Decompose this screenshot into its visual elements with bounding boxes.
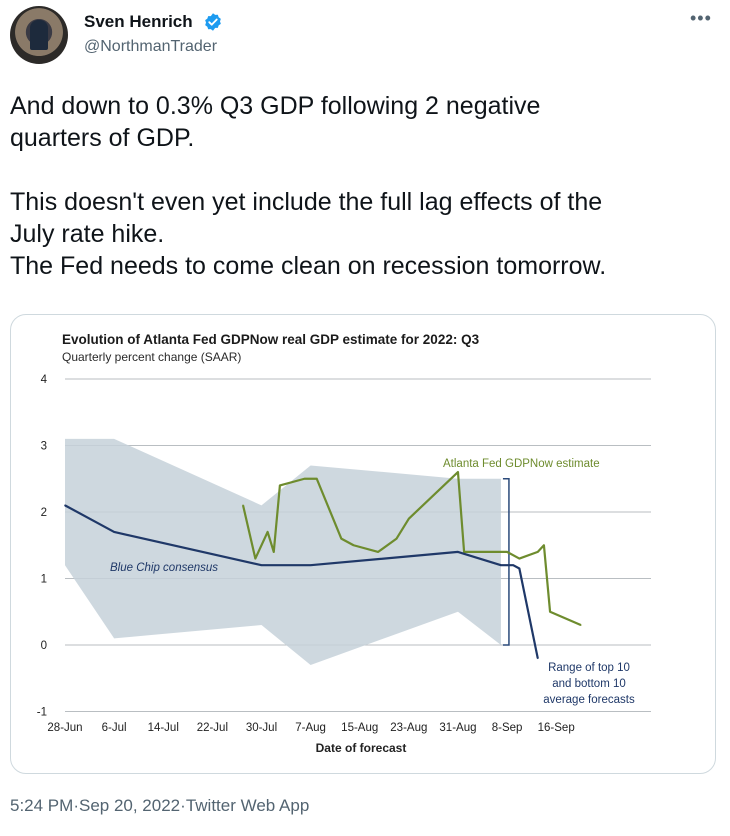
bluechip-point [113,531,115,533]
x-tick-label: 16-Sep [538,722,575,734]
meta-separator: · [180,796,186,815]
x-tick-label: 31-Aug [439,722,476,734]
gdp-chart: -1 0 1 2 3 4 Atlanta Fed GDPNow estimate Blue C… [37,374,651,755]
tweet-source[interactable]: Twitter Web App [185,796,310,815]
gdpnow-point [518,557,521,560]
verified-badge-icon [205,13,221,31]
bluechip-point [64,504,66,507]
x-tick-label: 23-Aug [390,722,427,734]
tweet-time[interactable]: 5:24 PM [10,796,74,815]
x-tick-label: 14-Jul [148,722,179,734]
gdpnow-point [549,610,551,613]
x-tick-label: 7-Aug [295,722,326,734]
bluechip-point [518,567,521,570]
gdpnow-label: Atlanta Fed GDPNow estimate [443,458,600,470]
bluechip-point [260,564,263,566]
gdpnow-point [463,551,465,553]
gdpnow-point [340,537,343,540]
gdpnow-point [536,551,539,553]
gdpnow-point [242,504,244,507]
tweet-line [10,154,720,186]
y-tick-label: 0 [41,640,47,652]
chart-title: Evolution of Atlanta Fed GDPNow real GDP… [62,332,480,347]
more-options-icon[interactable]: ••• [690,8,712,28]
gdpnow-point [303,477,306,480]
x-tick-label: 15-Aug [341,722,378,734]
range-bracket [502,478,510,646]
tweet-line: This doesn't even yet include the full l… [10,188,603,216]
x-tick-label: 22-Jul [197,722,228,734]
bluechip-point [512,564,515,566]
tweet-text: And down to 0.3% Q3 GDP following 2 nega… [10,90,720,282]
x-tick-label: 6-Jul [102,722,127,734]
y-tick-label: 2 [41,507,47,519]
gdpnow-point [377,551,379,553]
range-label: Range of top 10 [548,662,630,674]
bluechip-point [500,564,502,566]
tweet-line: July rate hike. [10,220,165,248]
y-tick-label: 3 [41,441,47,453]
gdpnow-point [266,531,269,533]
tweet-line: And down to 0.3% Q3 GDP following 2 nega… [10,92,541,120]
y-tick-label: 4 [41,374,48,386]
author-name[interactable]: Sven Henrich [84,12,193,31]
range-label: and bottom 10 [552,678,626,690]
x-axis-label: Date of forecast [316,741,407,755]
meta-separator: · [73,796,79,815]
bluechip-label: Blue Chip consensus [110,562,218,574]
chart-subtitle: Quarterly percent change (SAAR) [62,350,242,364]
avatar-figure [30,20,48,50]
forecast-range-band [65,438,501,665]
tweet-date[interactable]: Sep 20, 2022 [78,796,181,815]
gdpnow-point [254,557,257,560]
y-tick-label: 1 [41,574,47,586]
gdpnow-point [457,471,459,473]
gdpnow-point [506,551,508,553]
gdpnow-series-line [241,471,582,627]
gdpnow-point [395,537,398,540]
tweet-line: quarters of GDP. [10,124,195,152]
author-avatar[interactable] [10,6,68,64]
gdpnow-point [408,517,410,520]
range-label: average forecasts [543,694,635,706]
gdpnow-point [315,477,318,480]
bluechip-point [309,564,312,566]
gdpnow-point [279,484,281,487]
gdpnow-point [543,544,545,547]
x-tick-label: 28-Jun [47,722,82,734]
x-tick-label: 8-Sep [492,722,523,734]
x-tick-label: 30-Jul [246,722,277,734]
tweet-line: The Fed needs to come clean on recession… [10,252,607,280]
gdpnow-point [352,544,355,547]
author-handle[interactable]: @NorthmanTrader [84,38,218,55]
tweet-meta: 5:24 PM · Sep 20, 2022 · Twitter Web App [10,796,309,816]
bluechip-point [457,551,459,553]
chart-image-card[interactable]: Evolution of Atlanta Fed GDPNow real GDP… [10,314,716,774]
gdpnow-point [272,551,275,553]
y-tick-label: -1 [37,707,47,719]
bluechip-point [536,657,539,660]
gdpnow-point [579,624,582,626]
